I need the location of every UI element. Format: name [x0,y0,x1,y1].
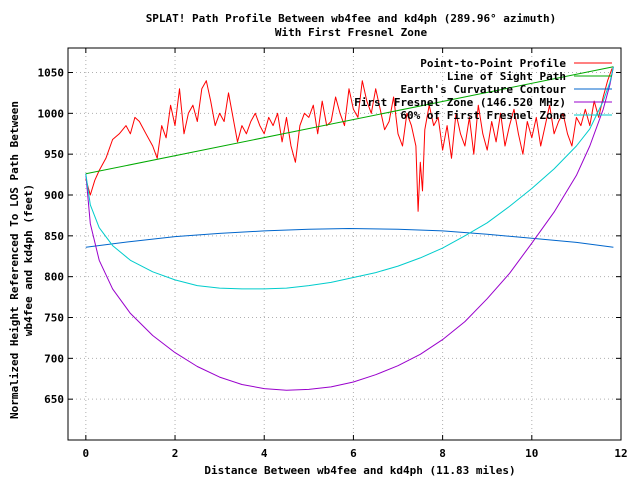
series-group [85,66,614,391]
x-axis-label: Distance Between wb4fee and kd4ph (11.83… [204,464,515,477]
y-tick-label: 700 [44,352,64,365]
y-tick-label: 950 [44,148,64,161]
legend-label: Earth's Curvature Contour [400,83,566,96]
ticks: 0 2 4 6 8 10 12 650 700 750 800 850 900 950 1000 1050 [38,48,628,460]
legend-label: 60% of First Fresnel Zone [400,109,566,122]
y-tick-label: 800 [44,271,64,284]
chart-title-line-2: With First Fresnel Zone [275,26,428,39]
grid [68,48,621,440]
x-tick-label: 0 [83,447,90,460]
y-tick-label: 650 [44,393,64,406]
x-tick-label: 4 [261,447,268,460]
series-line-60-of-first-fresnel-zone [85,66,614,290]
y-axis-label-line-2: wb4fee and kd4ph (feet) [22,184,35,336]
plot-frame [67,47,622,441]
y-tick-label: 900 [44,189,64,202]
legend-label: First Fresnel Zone (146.520 MHz) [354,96,566,109]
x-tick-label: 12 [614,447,627,460]
y-tick-label: 1000 [38,107,65,120]
y-axis-label-line-1: Normalized Height Referenced To LOS Path… [8,101,21,419]
legend-label: Line of Sight Path [447,70,566,83]
y-tick-label: 750 [44,312,64,325]
series-line-line-of-sight-path [85,66,614,175]
y-tick-label: 1050 [38,67,65,80]
series-line-point-to-point-profile [85,68,613,212]
x-tick-label: 2 [172,447,179,460]
legend-label: Point-to-Point Profile [420,57,566,70]
y-tick-label: 850 [44,230,64,243]
x-tick-label: 6 [350,447,357,460]
series-line-earth-s-curvature-contour [85,228,614,248]
series-line-first-fresnel-zone-146-520-mhz [85,66,614,391]
x-tick-label: 8 [439,447,446,460]
x-tick-label: 10 [525,447,538,460]
chart-title-line-1: SPLAT! Path Profile Between wb4fee and k… [146,12,557,25]
